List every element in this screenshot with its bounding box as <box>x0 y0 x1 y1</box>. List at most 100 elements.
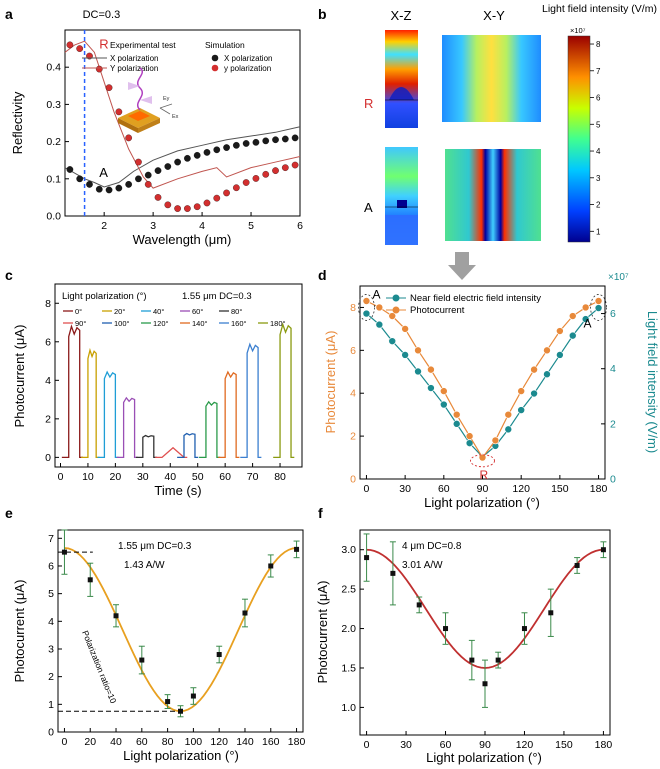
arrow-down-icon <box>448 252 476 280</box>
series-field-intensity-point <box>440 400 448 409</box>
x-axis-label: Light polarization (°) <box>123 748 239 763</box>
series-sim-y-point <box>213 194 221 202</box>
c-y-tick-label: 2 <box>45 413 51 425</box>
series-sim-x-point <box>154 167 162 174</box>
series-field-intensity-point <box>568 331 577 340</box>
data-point <box>574 562 580 568</box>
legend-entry: 40° <box>153 307 164 316</box>
series-photocurrent-point <box>362 297 371 305</box>
plot-frame <box>64 29 301 217</box>
right-axis-exponent: ×10⁷ <box>608 272 629 283</box>
colorbar-tick-label: 8 <box>596 40 601 49</box>
series-sim-x-point <box>223 144 230 151</box>
photocurrent-pulse-100deg <box>177 432 199 459</box>
xz-map-a-grating <box>397 200 407 208</box>
data-point <box>600 547 606 553</box>
y-axis-label: Photocurrent (μA) <box>315 581 330 684</box>
series-photocurrent-point <box>530 365 538 374</box>
column-title-xz: X-Z <box>391 8 412 23</box>
series-photocurrent-point <box>543 346 551 355</box>
legend-exp-x-label: X polarization <box>110 54 158 63</box>
series-sim-x-point <box>164 163 172 170</box>
series-sim-x-point <box>291 134 299 142</box>
series-field-intensity-line <box>366 307 599 458</box>
responsivity-label: 3.01 A/W <box>402 560 443 571</box>
series-photocurrent-point <box>491 436 500 445</box>
panel-label-b: b <box>318 6 327 22</box>
series-sim-y-point <box>203 199 211 207</box>
series-sim-x-point <box>86 181 93 188</box>
e-y-tick-label: 0 <box>48 727 54 739</box>
series-sim-y-point <box>95 65 103 73</box>
xz-map-r <box>385 30 418 128</box>
c-x-tick-label: 50 <box>192 471 204 483</box>
series-sim-x-point <box>66 166 74 173</box>
colorbar-tick-label: 2 <box>596 201 601 210</box>
c-y-tick-label: 4 <box>45 375 51 387</box>
data-point <box>416 602 422 608</box>
d-x-tick-label: 180 <box>590 483 608 495</box>
data-point <box>113 613 119 619</box>
d-right-tick-label: 6 <box>610 308 616 320</box>
xy-map-a <box>445 149 541 241</box>
legend-label-field: Near field electric field intensity <box>410 293 541 304</box>
legend-entry: 180° <box>270 319 286 328</box>
legend-swatch-sim-x <box>211 54 219 62</box>
highlight-a-left <box>358 294 375 321</box>
y-axis-label: Photocurrent (μA) <box>12 580 27 683</box>
c-x-tick-label: 40 <box>164 471 176 483</box>
legend-exp-title: Experimental test <box>110 40 176 50</box>
d-x-tick-label: 0 <box>364 483 370 495</box>
e-y-tick-label: 3 <box>48 643 54 655</box>
f-y-tick-label: 1.5 <box>341 662 356 674</box>
plot-frame <box>359 285 606 480</box>
colorbar-exponent: ×10⁷ <box>570 26 586 35</box>
series-sim-x-point <box>233 141 240 149</box>
series-sim-y-point <box>144 181 152 188</box>
series-sim-y-point <box>262 170 270 178</box>
annotation-a-right: A <box>584 316 592 330</box>
colorbar-tick-label: 5 <box>596 120 601 129</box>
inset-ex-label: Ex <box>172 114 179 120</box>
e-x-tick-label: 180 <box>288 736 306 748</box>
a-x-tick-label: 5 <box>248 220 254 232</box>
e-x-tick-label: 140 <box>236 736 254 748</box>
a-x-tick-label: 6 <box>297 220 303 232</box>
d-x-tick-label: 60 <box>438 483 450 495</box>
series-sim-x-point <box>252 138 260 146</box>
legend-sim-x-label: X polarization <box>224 54 272 63</box>
a-y-tick-label: 0.4 <box>46 62 61 74</box>
series-photocurrent-point <box>414 346 422 355</box>
series-sim-y-point <box>242 179 250 186</box>
f-x-tick-label: 60 <box>440 739 452 751</box>
data-point <box>390 570 396 576</box>
c-x-tick-label: 80 <box>274 471 286 483</box>
e-x-tick-label: 40 <box>110 736 122 748</box>
legend-entry: 80° <box>231 307 242 316</box>
c-x-tick-label: 20 <box>110 471 122 483</box>
data-point <box>294 546 300 552</box>
data-point <box>242 610 248 616</box>
xy-map-r <box>442 35 541 122</box>
f-x-tick-label: 90 <box>479 739 491 751</box>
colorbar-tick-label: 4 <box>596 147 601 156</box>
legend-sim-title: Simulation <box>205 40 245 50</box>
series-sim-x-point <box>272 136 279 144</box>
photocurrent-pulse-140deg <box>218 370 240 459</box>
data-point <box>87 577 93 583</box>
series-photocurrent-point <box>556 327 564 335</box>
legend-entry: 100° <box>114 319 130 328</box>
legend-label-photocurrent: Photocurrent <box>410 305 465 316</box>
colorbar-title: Light field intensity (V/m) <box>542 3 657 15</box>
series-sim-x-point <box>184 154 191 162</box>
series-sim-y-point <box>281 164 289 171</box>
legend-entry: 120° <box>153 319 169 328</box>
e-y-tick-label: 6 <box>48 560 54 572</box>
e-x-tick-label: 0 <box>62 736 68 748</box>
f-x-tick-label: 180 <box>595 739 613 751</box>
legend-entry: 0° <box>75 307 82 316</box>
panel-e-polarization-fit-chart: 0 20 40 60 80 100 120 140 160 180 0 1 2 3 4 5 6 7 1.55 μm… <box>12 529 306 763</box>
c-x-tick-label: 10 <box>82 471 94 483</box>
f-y-tick-label: 2.0 <box>341 623 356 635</box>
